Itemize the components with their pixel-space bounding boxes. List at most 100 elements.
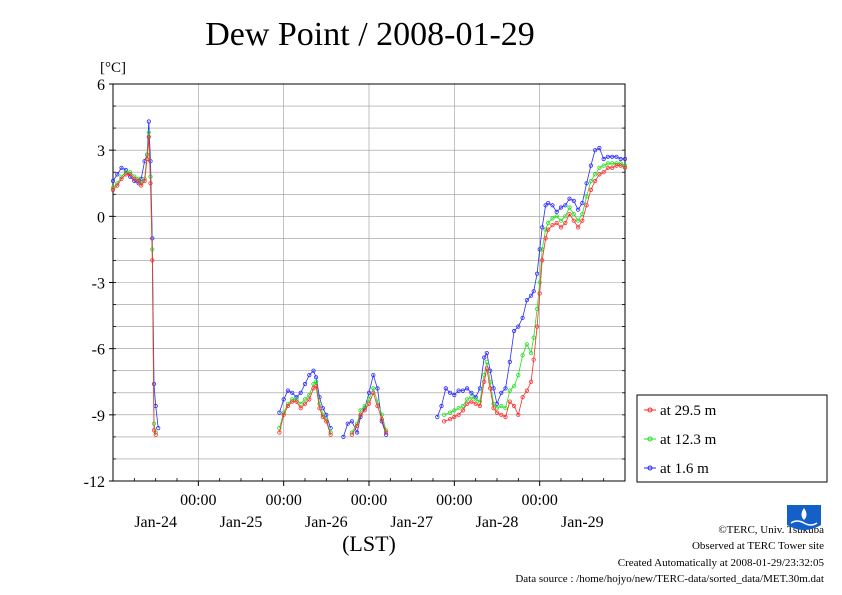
data-point (128, 170, 133, 175)
data-point (540, 225, 545, 230)
data-point (136, 178, 141, 184)
data-point (622, 165, 628, 170)
y-tick-label: 6 (97, 77, 105, 94)
data-point (469, 395, 474, 400)
data-point (491, 401, 496, 406)
data-point (447, 410, 453, 415)
data-point (550, 216, 555, 221)
data-point (516, 324, 521, 329)
data-point (341, 434, 346, 439)
data-point (511, 384, 517, 389)
data-point (435, 414, 440, 420)
data-point (281, 397, 286, 402)
data-point (580, 201, 585, 206)
y-tick-label: -9 (92, 408, 105, 425)
data-point (123, 170, 128, 175)
data-point (540, 258, 545, 263)
data-point (584, 194, 589, 199)
data-point (488, 386, 493, 391)
legend-label: at 29.5 m (660, 403, 717, 419)
x-day-label: Jan-25 (220, 514, 263, 531)
data-point (558, 205, 564, 210)
data-point (520, 353, 525, 358)
data-point (563, 220, 568, 226)
data-point (610, 154, 615, 159)
data-point (136, 176, 141, 181)
data-point (358, 412, 363, 417)
data-point (610, 165, 615, 170)
data-point (618, 156, 623, 162)
data-point (441, 419, 447, 424)
data-point (534, 324, 540, 329)
data-point (618, 161, 623, 166)
data-point (317, 406, 322, 411)
data-point (571, 198, 576, 203)
data-point (597, 165, 602, 170)
data-point (371, 372, 376, 378)
data-point (524, 297, 530, 303)
legend-swatch-marker (647, 407, 653, 413)
data-point (110, 178, 116, 184)
data-point (524, 342, 530, 347)
series-2 (110, 119, 628, 439)
data-point (307, 372, 312, 378)
data-point (285, 403, 290, 409)
y-tick-label: 3 (97, 143, 105, 160)
data-point (597, 145, 602, 151)
data-point (345, 421, 350, 426)
data-point (115, 183, 120, 188)
data-point (285, 388, 290, 393)
data-point (543, 203, 548, 208)
series-0 (110, 134, 628, 437)
data-point (534, 271, 540, 276)
data-point (473, 395, 478, 400)
data-point (302, 401, 308, 406)
data-point (311, 381, 316, 387)
series-layer (110, 119, 628, 439)
data-point (554, 220, 559, 226)
series-line (279, 385, 331, 435)
data-point (520, 315, 525, 320)
data-point (567, 205, 572, 210)
data-point (592, 178, 598, 184)
data-point (464, 401, 470, 406)
data-point (456, 388, 461, 393)
x-day-label: Jan-24 (134, 514, 177, 531)
data-point (439, 403, 444, 409)
data-point (311, 368, 316, 373)
data-point (494, 410, 500, 415)
data-point (516, 372, 521, 378)
data-point (477, 399, 482, 404)
data-point (524, 388, 530, 393)
data-point (520, 395, 525, 400)
data-point (328, 432, 333, 437)
data-point (354, 430, 360, 435)
series-line (351, 387, 387, 433)
series-line (443, 165, 626, 422)
data-point (531, 335, 536, 340)
data-point (145, 156, 150, 162)
data-point (460, 408, 465, 413)
data-point (601, 170, 606, 175)
data-point (317, 401, 322, 406)
data-point (119, 165, 124, 170)
data-point (298, 406, 303, 411)
data-point (503, 406, 508, 411)
data-point (447, 390, 453, 395)
data-point (358, 408, 363, 413)
data-point (146, 130, 151, 135)
data-point (456, 412, 461, 417)
data-point (511, 328, 517, 334)
data-point (281, 412, 286, 417)
data-point (571, 212, 576, 217)
data-point (605, 165, 611, 170)
data-point (507, 399, 512, 404)
data-point (531, 357, 536, 362)
data-point (601, 156, 606, 162)
data-point (294, 399, 299, 404)
data-point (452, 414, 457, 420)
data-point (153, 432, 158, 437)
data-point (313, 384, 319, 389)
data-point (148, 181, 153, 186)
